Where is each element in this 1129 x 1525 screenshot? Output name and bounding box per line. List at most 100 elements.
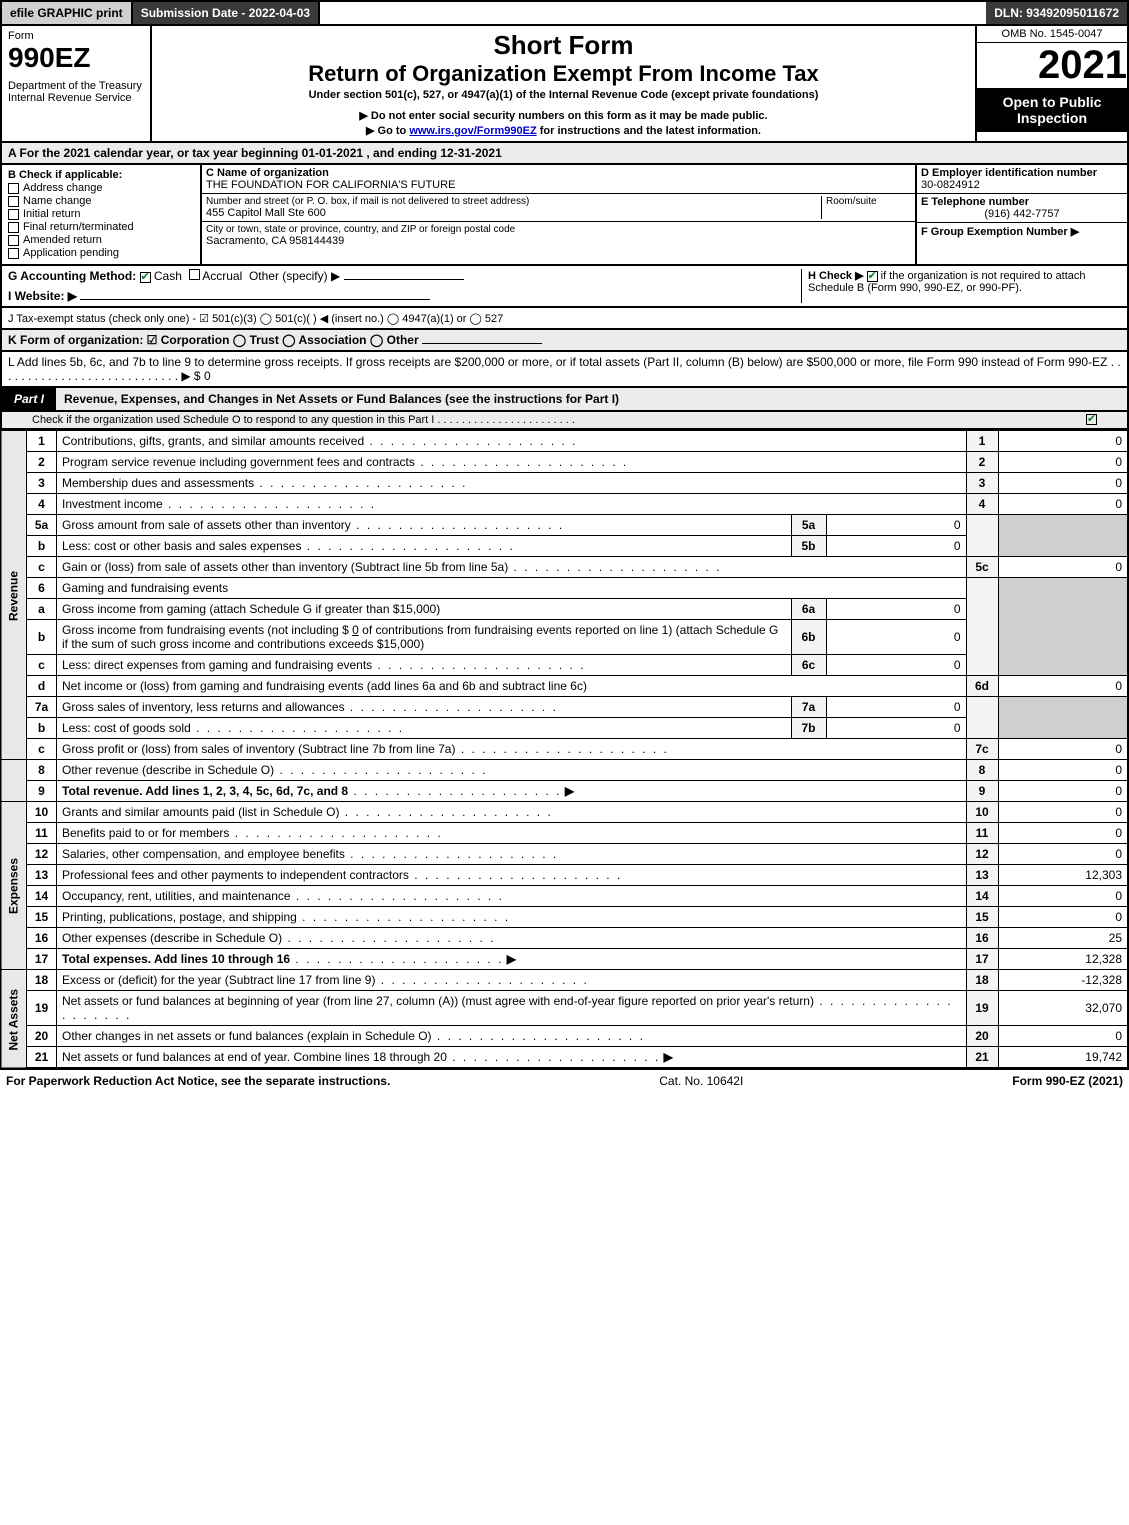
chk-address-change[interactable] (8, 183, 19, 194)
chk-final-return[interactable] (8, 222, 19, 233)
col-6d: 6d (966, 676, 998, 697)
mini-ln-6c: 6c (791, 655, 826, 676)
street-label: Number and street (or P. O. box, if mail… (206, 196, 821, 207)
part1-title: Revenue, Expenses, and Changes in Net As… (56, 388, 1127, 410)
chk-cash[interactable] (140, 272, 151, 283)
mini-val-6a: 0 (826, 599, 966, 620)
val-2: 0 (998, 452, 1128, 473)
ln-7b: b (27, 718, 57, 739)
desc-16: Other expenses (describe in Schedule O) (62, 931, 282, 945)
ln-6d: d (27, 676, 57, 697)
desc-21: Net assets or fund balances at end of ye… (62, 1050, 447, 1064)
irs-link[interactable]: www.irs.gov/Form990EZ (409, 125, 536, 137)
lbl-name-change: Name change (23, 195, 92, 207)
arrow-icon: ▶ (664, 1050, 673, 1064)
row-j: J Tax-exempt status (check only one) - ☑… (0, 308, 1129, 330)
room-suite-label: Room/suite (821, 196, 911, 219)
col-8: 8 (966, 760, 998, 781)
col-14: 14 (966, 886, 998, 907)
dots-icon (372, 658, 585, 672)
chk-schedule-b[interactable] (867, 271, 878, 282)
shade-5 (966, 515, 998, 557)
lbl-amended-return: Amended return (23, 234, 102, 246)
form-word: Form (8, 30, 144, 42)
mini-val-5a: 0 (826, 515, 966, 536)
dots-icon (274, 763, 487, 777)
section-b-title: B Check if applicable: (8, 169, 194, 181)
goto-pre: ▶ Go to (366, 125, 409, 137)
input-website[interactable] (80, 299, 430, 300)
city-label: City or town, state or province, country… (206, 224, 911, 235)
section-b-c-d: B Check if applicable: Address change Na… (0, 165, 1129, 266)
desc-17: Total expenses. Add lines 10 through 16 (62, 952, 290, 966)
mini-ln-5b: 5b (791, 536, 826, 557)
lbl-cash: Cash (154, 269, 182, 283)
desc-19: Net assets or fund balances at beginning… (62, 994, 814, 1008)
c-value: THE FOUNDATION FOR CALIFORNIA'S FUTURE (206, 179, 911, 191)
val-14: 0 (998, 886, 1128, 907)
ln-12: 12 (27, 844, 57, 865)
col-19: 19 (966, 991, 998, 1026)
ln-8: 8 (27, 760, 57, 781)
lines-table: Revenue 1 Contributions, gifts, grants, … (0, 430, 1129, 1069)
ln-11: 11 (27, 823, 57, 844)
footer-left: For Paperwork Reduction Act Notice, see … (6, 1074, 390, 1088)
mini-val-7a: 0 (826, 697, 966, 718)
col-10: 10 (966, 802, 998, 823)
ln-2: 2 (27, 452, 57, 473)
desc-6a: Gross income from gaming (attach Schedul… (62, 602, 440, 616)
title-cell: Short Form Return of Organization Exempt… (152, 26, 977, 141)
desc-6c: Less: direct expenses from gaming and fu… (62, 658, 372, 672)
dots-icon (345, 847, 558, 861)
chk-initial-return[interactable] (8, 209, 19, 220)
desc-7c: Gross profit or (loss) from sales of inv… (62, 742, 455, 756)
chk-schedule-o-part1[interactable] (1086, 414, 1097, 425)
mini-val-6b: 0 (826, 620, 966, 655)
efile-print[interactable]: efile GRAPHIC print (2, 2, 133, 24)
chk-amended-return[interactable] (8, 235, 19, 246)
desc-14: Occupancy, rent, utilities, and maintena… (62, 889, 291, 903)
input-other-method[interactable] (344, 279, 464, 280)
shade-5v (998, 515, 1128, 557)
dots-icon (290, 952, 503, 966)
submission-date-label: Submission Date - 2022-04-03 (141, 6, 310, 20)
phone-cell: E Telephone number (916) 442-7757 (917, 194, 1127, 223)
val-10: 0 (998, 802, 1128, 823)
chk-accrual[interactable] (189, 269, 200, 280)
desc-1: Contributions, gifts, grants, and simila… (62, 434, 364, 448)
val-5c: 0 (998, 557, 1128, 578)
omb-number: OMB No. 1545-0047 (977, 26, 1127, 43)
desc-4: Investment income (62, 497, 163, 511)
h-pre: H Check ▶ (808, 270, 867, 282)
lbl-address-change: Address change (23, 182, 103, 194)
desc-18: Excess or (deficit) for the year (Subtra… (62, 973, 375, 987)
input-other-org[interactable] (422, 343, 542, 344)
val-9: 0 (998, 781, 1128, 802)
form-header: Form 990EZ Department of the Treasury In… (0, 26, 1129, 143)
chk-application-pending[interactable] (8, 248, 19, 259)
main-title: Return of Organization Exempt From Incom… (158, 61, 969, 87)
ln-5a: 5a (27, 515, 57, 536)
top-bar: efile GRAPHIC print Submission Date - 20… (0, 0, 1129, 26)
ln-15: 15 (27, 907, 57, 928)
ln-6: 6 (27, 578, 57, 599)
desc-10: Grants and similar amounts paid (list in… (62, 805, 339, 819)
col-2: 2 (966, 452, 998, 473)
col-12: 12 (966, 844, 998, 865)
val-20: 0 (998, 1026, 1128, 1047)
desc-5b: Less: cost or other basis and sales expe… (62, 539, 301, 553)
dots-icon (432, 1029, 645, 1043)
arrow-icon: ▶ (565, 784, 574, 798)
ln-5c: c (27, 557, 57, 578)
warning-goto: ▶ Go to www.irs.gov/Form990EZ for instru… (158, 124, 969, 137)
col-21: 21 (966, 1047, 998, 1069)
dots-icon (455, 742, 668, 756)
mini-ln-5a: 5a (791, 515, 826, 536)
chk-name-change[interactable] (8, 196, 19, 207)
short-form-title: Short Form (158, 30, 969, 61)
ln-5b: b (27, 536, 57, 557)
val-4: 0 (998, 494, 1128, 515)
e-label: E Telephone number (921, 196, 1123, 208)
col-3: 3 (966, 473, 998, 494)
ln-18: 18 (27, 970, 57, 991)
